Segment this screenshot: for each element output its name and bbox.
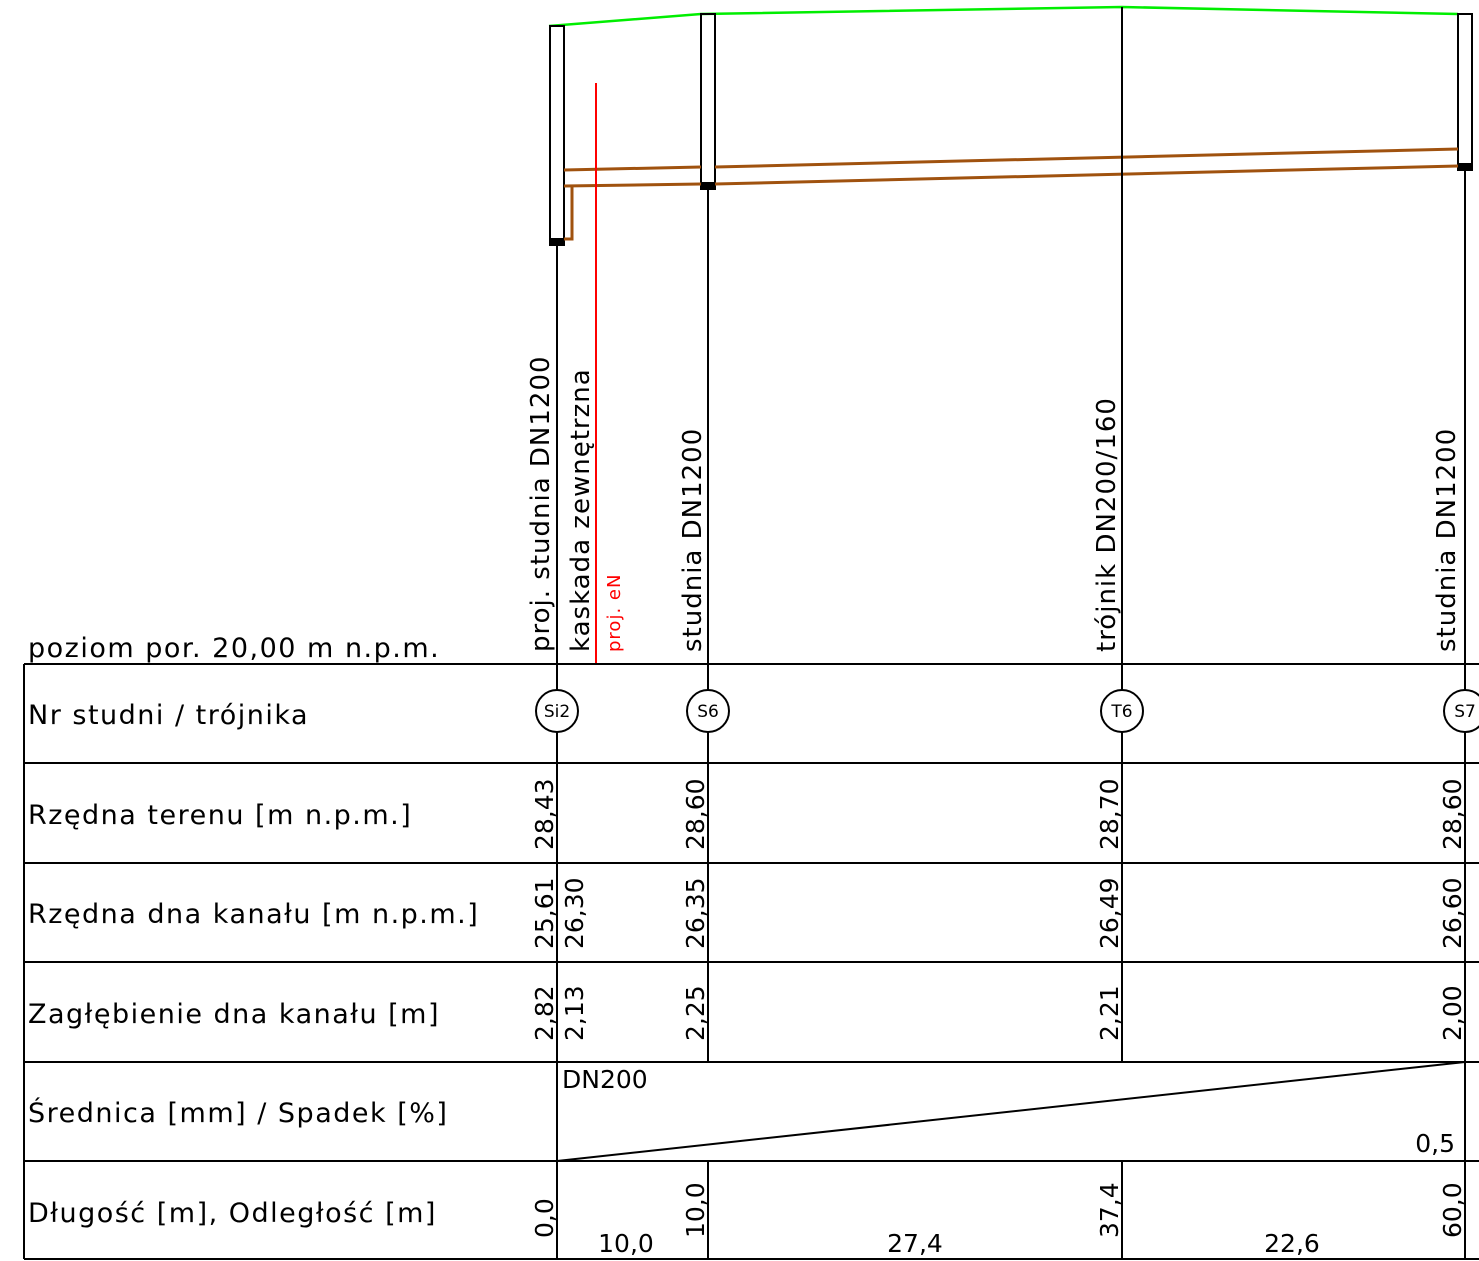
manhole-s6-shaft: [700, 13, 716, 186]
chainage-value-si2: 0,0: [530, 1198, 559, 1238]
profile-section: poziom por. 20,00 m n.p.m. proj. studnia…: [24, 5, 1473, 665]
depth-value-t6: 2,21: [1095, 985, 1124, 1041]
terrain-line: [548, 5, 1459, 28]
segment-length-1: 10,0: [598, 1229, 654, 1258]
well-id-si2: Si2: [544, 702, 570, 722]
ground-value-t6: 28,70: [1095, 778, 1124, 850]
pipe-slope: 0,5: [1415, 1129, 1455, 1158]
well-marker-t6: T6: [1100, 689, 1144, 733]
well-marker-s6: S6: [686, 689, 730, 733]
manhole-s7-bottom: [1457, 163, 1473, 171]
well-id-t6: T6: [1110, 702, 1132, 722]
manhole-s6-bottom: [700, 182, 716, 190]
slope-diagonal: [556, 1061, 1466, 1162]
station-description-t6: trójnik DN200/160: [1092, 397, 1122, 652]
station-description-cascade: kaskada zewnętrzna: [566, 368, 596, 652]
well-id-s6: S6: [697, 702, 719, 722]
station-description-si2: proj. studnia DN1200: [526, 355, 556, 652]
pipe-diameter: DN200: [562, 1065, 648, 1094]
ground-value-si2: 28,43: [530, 778, 559, 850]
invert-value-s7: 26,60: [1438, 877, 1467, 949]
sewer-pipe: [563, 147, 1459, 241]
row-label-invert-depth: Zagłębienie dna kanału [m]: [28, 999, 440, 1030]
station-description-s6: studnia DN1200: [678, 428, 708, 652]
chainage-value-t6: 37,4: [1095, 1182, 1124, 1238]
invert-value-t6: 26,49: [1095, 877, 1124, 949]
cascade-drop: [564, 186, 574, 241]
invert-value-cascade: 26,30: [560, 877, 589, 949]
row-label-well-number: Nr studni / trójnika: [28, 700, 309, 731]
crossing-label: proj. eN: [604, 574, 625, 652]
manhole-si2-shaft: [549, 25, 565, 243]
station-description-s7: studnia DN1200: [1432, 428, 1462, 652]
depth-value-s7: 2,00: [1438, 985, 1467, 1041]
depth-value-s6: 2,25: [681, 985, 710, 1041]
row-label-diameter-slope: Średnica [mm] / Spadek [%]: [28, 1097, 448, 1129]
manhole-si2-bottom: [549, 238, 565, 246]
invert-value-si2: 25,61: [530, 877, 559, 949]
ground-value-s7: 28,60: [1438, 778, 1467, 850]
row-label-invert-level: Rzędna dna kanału [m n.p.m.]: [28, 899, 479, 930]
station-lines: [556, 7, 1466, 664]
row-label-ground-level: Rzędna terenu [m n.p.m.]: [28, 800, 412, 831]
reference-level: poziom por. 20,00 m n.p.m.: [28, 633, 440, 664]
ground-value-s6: 28,60: [681, 778, 710, 850]
depth-value-si2: 2,82: [530, 985, 559, 1041]
well-id-s7: S7: [1454, 702, 1476, 722]
data-table: Nr studni / trójnika Rzędna terenu [m n.…: [23, 663, 1479, 1260]
well-marker-s7: S7: [1443, 689, 1479, 733]
chainage-value-s7: 60,0: [1438, 1182, 1467, 1238]
manhole-s7-shaft: [1457, 13, 1473, 166]
segment-length-2: 27,4: [887, 1229, 943, 1258]
depth-value-cascade: 2,13: [560, 985, 589, 1041]
chainage-value-s6: 10,0: [681, 1182, 710, 1238]
table-grid: [23, 663, 1479, 1260]
segment-length-3: 22,6: [1264, 1229, 1320, 1258]
row-label-length-distance: Długość [m], Odległość [m]: [28, 1198, 437, 1229]
invert-value-s6: 26,35: [681, 877, 710, 949]
well-marker-si2: Si2: [535, 689, 579, 733]
